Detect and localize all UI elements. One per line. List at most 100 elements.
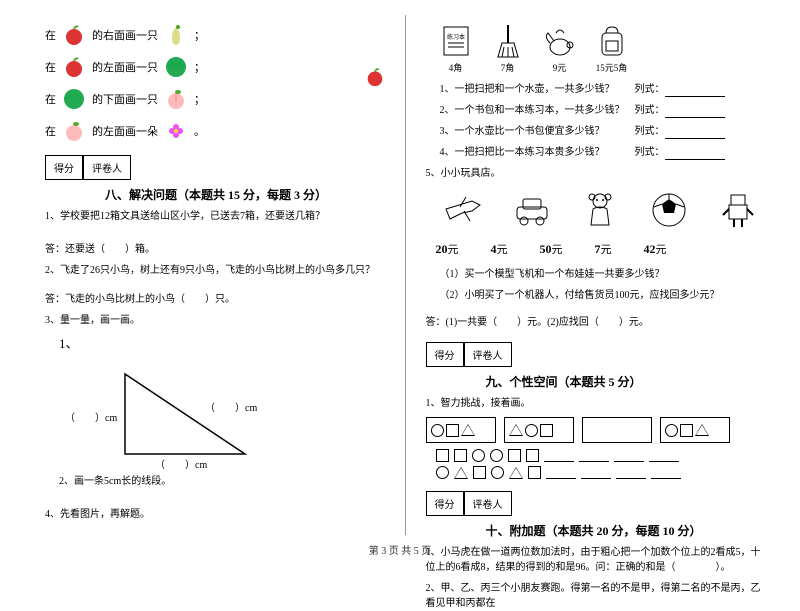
unit: 元 (552, 244, 563, 256)
top-q1: 1、一把扫把和一个水壶，一共多少钱？ 列式： (440, 82, 766, 97)
question-3-1: 1、 (59, 334, 385, 354)
triangle-shape (454, 467, 468, 479)
broom-icon (492, 23, 524, 59)
price-label: 7角 (492, 61, 524, 74)
score-label: 得分 (45, 155, 83, 180)
score-box: 得分 评卷人 (426, 342, 766, 367)
score-label: 得分 (426, 342, 464, 367)
grader-label: 评卷人 (464, 491, 512, 516)
pattern-box (660, 417, 730, 443)
unit: 元 (601, 244, 612, 256)
price-1: 20元 (436, 241, 459, 257)
score-label: 得分 (426, 491, 464, 516)
txt: 的下面画一只 (92, 91, 158, 107)
question-5: 5、小小玩具店。 (426, 166, 766, 181)
unit: 元 (448, 244, 459, 256)
square-shape (680, 424, 693, 437)
triangle-shape (461, 424, 475, 436)
txt: 在 (45, 59, 56, 75)
square-shape (528, 466, 541, 479)
grader-label: 评卷人 (83, 155, 131, 180)
car-icon (511, 189, 553, 231)
txt: 在 (45, 123, 56, 139)
price-5: 42元 (644, 241, 667, 257)
apple-icon (62, 55, 86, 79)
question-3-2: 2、画一条5cm长的线段。 (59, 474, 385, 489)
peach-icon (164, 87, 188, 111)
question-3: 3、量一量，画一画。 (45, 313, 385, 328)
txt: 4、一把扫把比一本练习本贵多少钱？ 列式： (440, 147, 665, 158)
circle-shape (436, 466, 449, 479)
question-4: 4、先看图片，再解题。 (45, 507, 385, 522)
s10-question-2: 2、甲、乙、丙三个小朋友赛跑。得第一名的不是甲，得第二名的不是丙，乙看见甲和丙都… (426, 581, 766, 611)
circle-shape (525, 424, 538, 437)
peach-icon (62, 119, 86, 143)
blank (649, 450, 679, 462)
price-2: 4元 (491, 241, 508, 257)
blank (665, 127, 725, 139)
kettle-icon (544, 23, 576, 59)
txt: 的左面画一朵 (92, 123, 158, 139)
circle-shape (491, 466, 504, 479)
answer-1: 答：还要送（ ）箱。 (45, 242, 385, 257)
position-item-1: 在 的右面画一只 ； (45, 23, 385, 47)
toys-row (436, 189, 766, 233)
val: 42 (644, 242, 656, 256)
price-label: 4角 (440, 61, 472, 74)
section-10-title: 十、附加题（本题共 20 分，每题 10 分） (486, 522, 766, 539)
plane-icon (442, 189, 484, 231)
price-label: 15元5角 (596, 61, 628, 74)
sub-question-2: （2）小明买了一个机器人，付给售货员100元，应找回多少元？ (440, 288, 766, 303)
txt: 2、一个书包和一本练习本，一共多少钱？ 列式： (440, 105, 665, 116)
notebook-item: 练习本 4角 (440, 23, 472, 74)
pattern-row-1 (426, 417, 766, 443)
blank (616, 467, 646, 479)
txt: 3、一个水壶比一个书包便宜多少钱？ 列式： (440, 126, 665, 137)
question-1: 1、学校要把12箱文具送给山区小学，已送去7箱，还要送几箱？ (45, 209, 385, 224)
top-q2: 2、一个书包和一本练习本，一共多少钱？ 列式： (440, 103, 766, 118)
top-q3: 3、一个水壶比一个书包便宜多少钱？ 列式： (440, 124, 766, 139)
pattern-box-empty (582, 417, 652, 443)
shapes-line-1 (436, 449, 766, 462)
txt: ； (194, 91, 205, 107)
answer-2: 答：飞走的小鸟比树上的小鸟（ ）只。 (45, 292, 385, 307)
grader-label: 评卷人 (464, 342, 512, 367)
apple-icon (363, 65, 387, 89)
question-2: 2、飞走了26只小鸟，树上还有9只小鸟，飞走的小鸟比树上的小鸟多几只？ (45, 263, 385, 278)
blank (581, 467, 611, 479)
square-shape (454, 449, 467, 462)
position-item-4: 在 的左面画一朵 。 (45, 119, 385, 143)
square-shape (473, 466, 486, 479)
price-row: 20元 4元 50元 7元 42元 (436, 241, 766, 257)
txt: 在 (45, 27, 56, 43)
apple-icon (62, 23, 86, 47)
top-q4: 4、一把扫把比一本练习本贵多少钱？ 列式： (440, 145, 766, 160)
watermelon-icon (164, 55, 188, 79)
svg-text:练习本: 练习本 (446, 33, 464, 41)
triangle-shape (509, 424, 523, 436)
shapes-line-2 (436, 466, 766, 479)
left-column: 在 的右面画一只 ； 在 的左面画一只 ； 在 的下面画一只 ； 在 的左面画一… (30, 15, 400, 535)
flower-icon (164, 119, 188, 143)
notebook-icon: 练习本 (440, 23, 472, 59)
txt: 的右面画一只 (92, 27, 158, 43)
square-shape (508, 449, 521, 462)
unit: 元 (656, 244, 667, 256)
column-divider (405, 15, 406, 535)
txt: 1、一把扫把和一个水壶，一共多少钱？ 列式： (440, 84, 665, 95)
triangle-label-a: （ ）cm (65, 409, 117, 424)
txt: ； (194, 27, 205, 43)
square-shape (540, 424, 553, 437)
blank (651, 467, 681, 479)
circle-shape (472, 449, 485, 462)
watermelon-icon (62, 87, 86, 111)
page-footer: 第 3 页 共 5 页 (0, 542, 800, 557)
page-container: 在 的右面画一只 ； 在 的左面画一只 ； 在 的下面画一只 ； 在 的左面画一… (0, 0, 800, 540)
triangle-label-c: （ ）cm (155, 456, 207, 471)
square-shape (436, 449, 449, 462)
blank (579, 450, 609, 462)
price-3: 50元 (540, 241, 563, 257)
square-shape (446, 424, 459, 437)
score-box: 得分 评卷人 (45, 155, 385, 180)
blank (665, 148, 725, 160)
